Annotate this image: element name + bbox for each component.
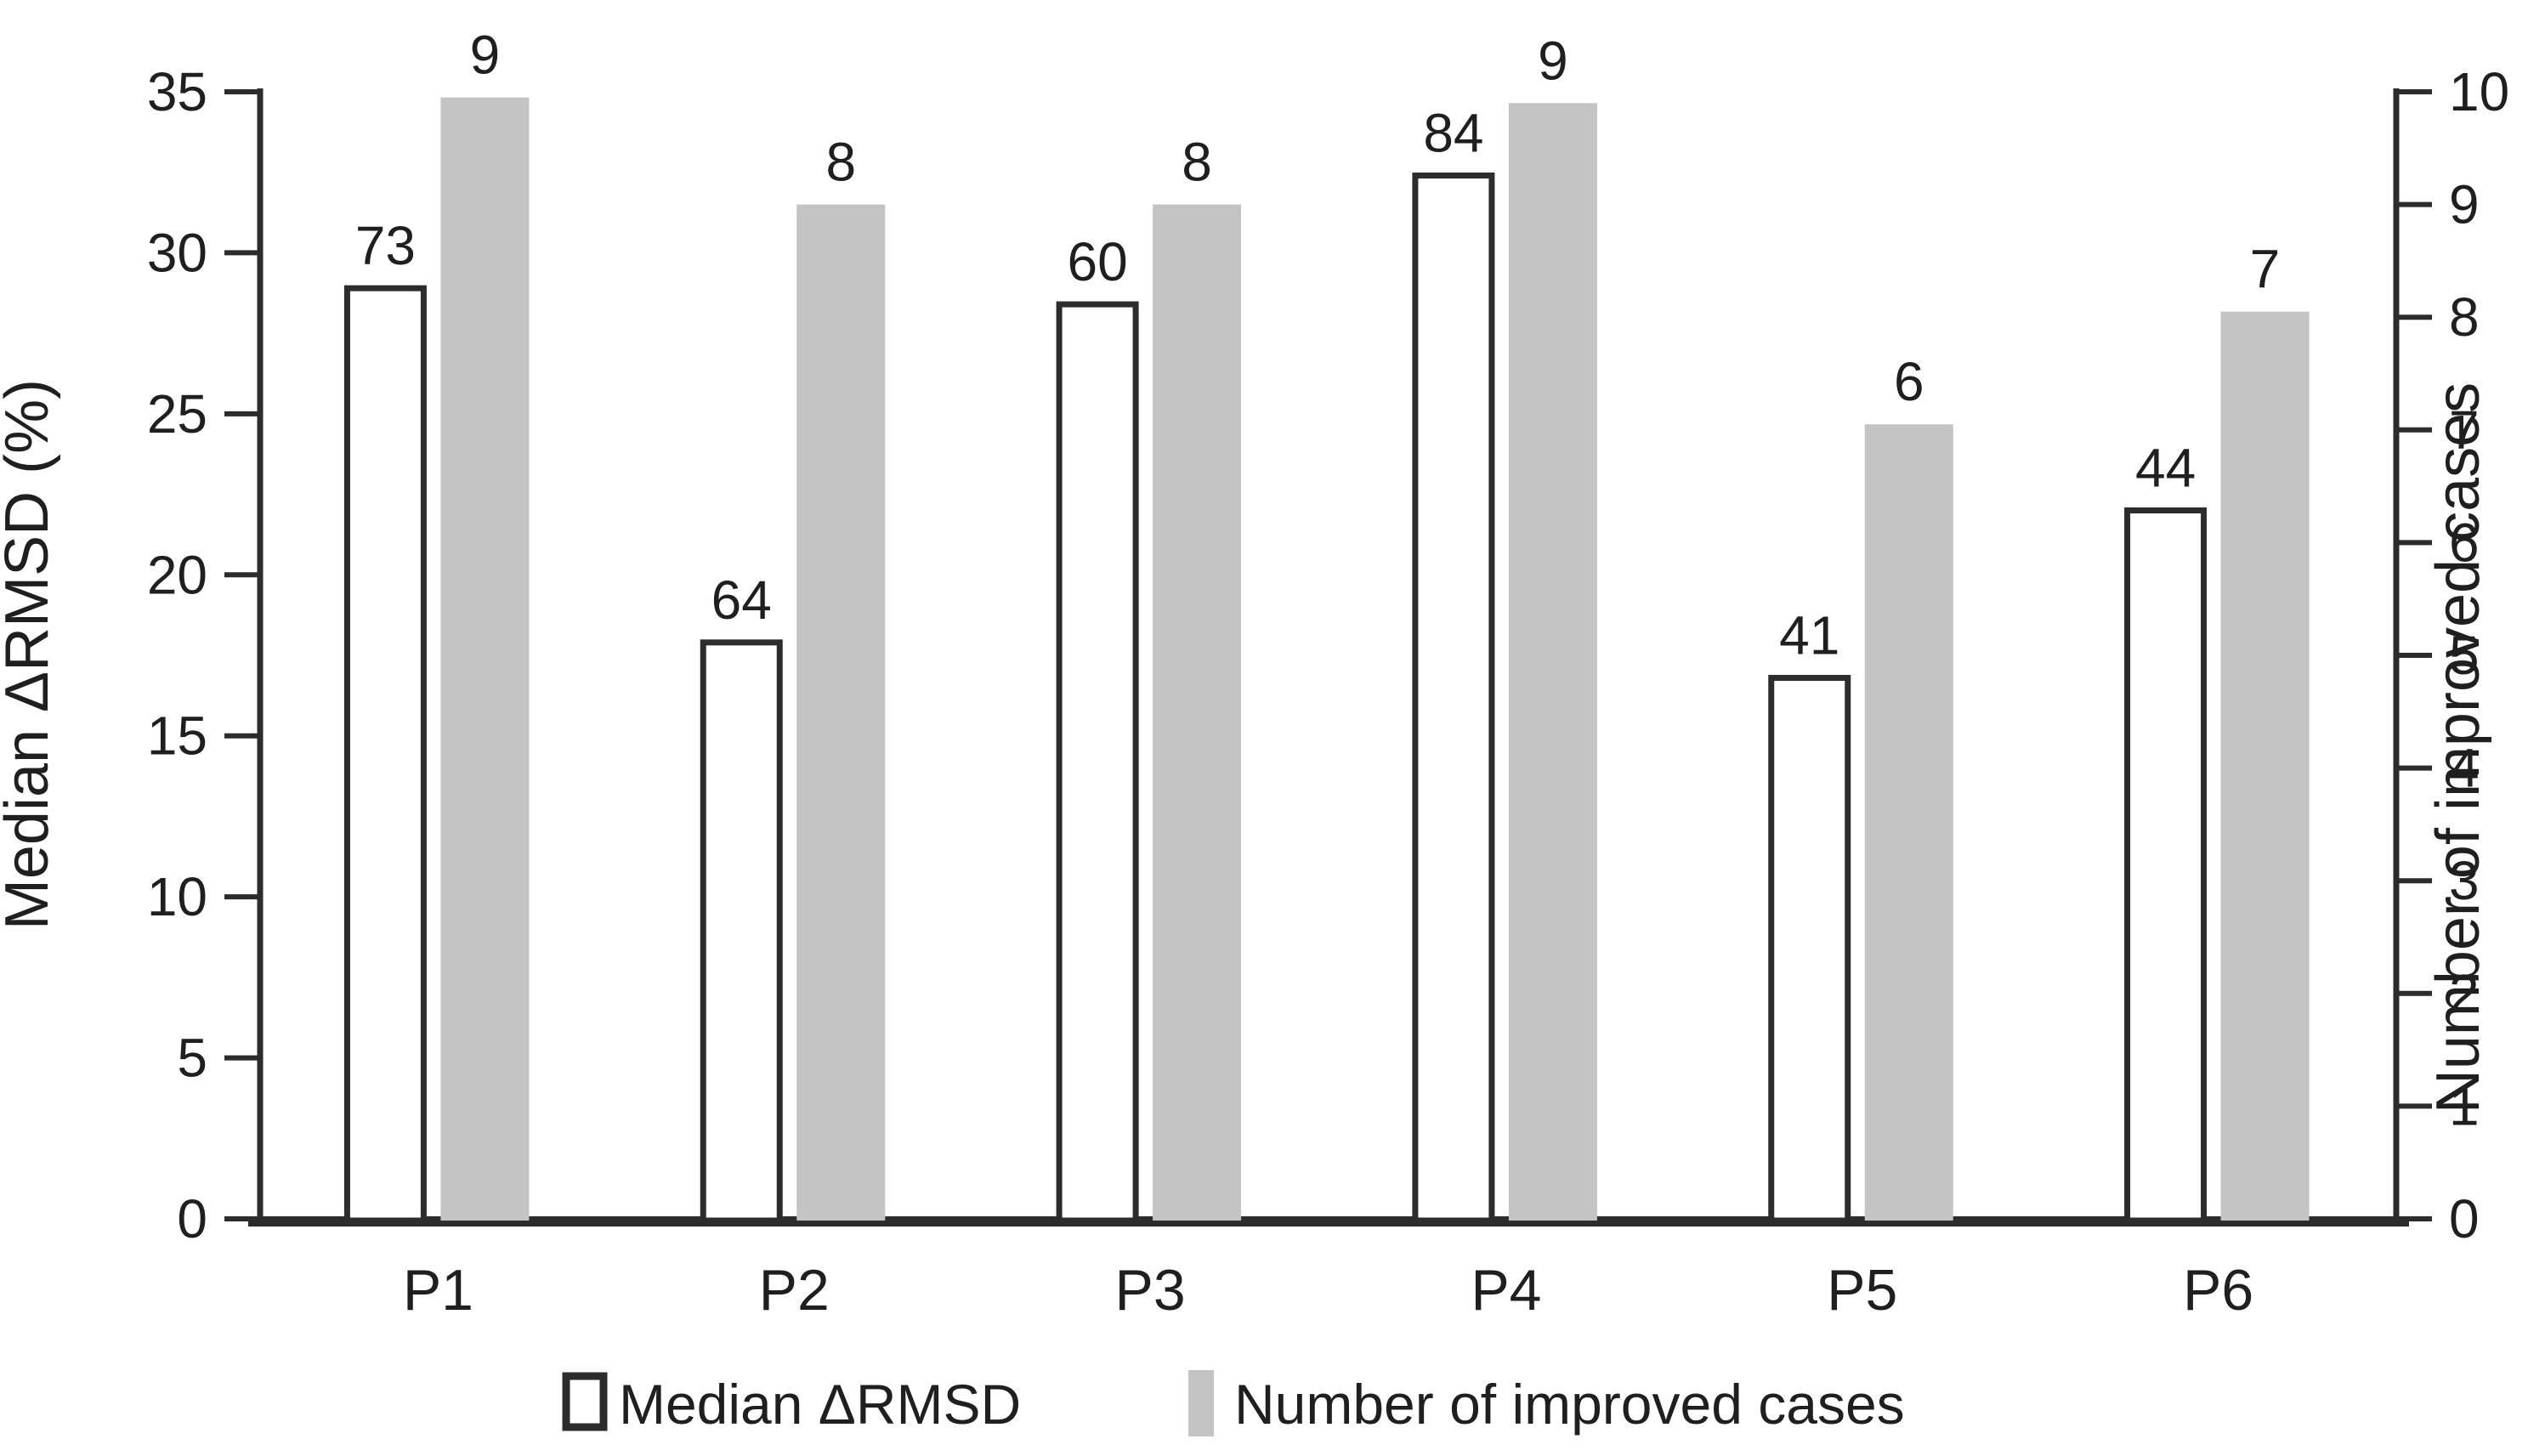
x-category-label-P4: P4: [1471, 1258, 1541, 1323]
bar-improved-cases-P3: [1153, 204, 1242, 1221]
left-tick-label: 0: [177, 1188, 207, 1249]
bar-label-median-rmsd-P4: 84: [1423, 103, 1483, 164]
bar-label-median-rmsd-P1: 73: [355, 215, 416, 276]
right-tick-label: 0: [2449, 1188, 2480, 1249]
x-category-label-P6: P6: [2183, 1258, 2253, 1323]
x-category-label-P2: P2: [759, 1258, 830, 1323]
bar-label-median-rmsd-P3: 60: [1067, 231, 1127, 292]
legend-marker-median-rmsd-icon: [562, 1372, 608, 1431]
bar-label-improved-cases-P5: 6: [1894, 351, 1924, 412]
bar-label-improved-cases-P2: 8: [825, 132, 856, 193]
x-category-label-P1: P1: [403, 1258, 473, 1323]
right-tick-label: 9: [2449, 174, 2480, 235]
x-category-label-P5: P5: [1827, 1258, 1897, 1323]
bar-improved-cases-P2: [796, 204, 886, 1221]
right-tick-label: 6: [2449, 512, 2480, 573]
right-tick-label: 3: [2449, 850, 2480, 911]
right-tick-label: 4: [2449, 738, 2480, 799]
bar-improved-cases-P1: [440, 97, 530, 1221]
bar-label-median-rmsd-P2: 64: [711, 569, 772, 631]
bar-label-improved-cases-P3: 8: [1182, 132, 1212, 193]
bar-median-rmsd-P5: [1768, 675, 1851, 1224]
right-tick-label: 10: [2449, 61, 2509, 122]
bar-median-rmsd-P1: [343, 285, 427, 1224]
bar-label-improved-cases-P4: 9: [1538, 30, 1568, 91]
bar-label-improved-cases-P6: 7: [2250, 239, 2281, 300]
right-ticks: 0 1 2 3 4 5 6 7 8 9 10: [2396, 61, 2509, 1249]
bar-median-rmsd-P3: [1056, 301, 1139, 1224]
bar-label-improved-cases-P1: 9: [470, 25, 501, 86]
left-axis-title: Median ΔRMSD (%): [0, 379, 61, 930]
bar-value-labels: 73 9 64 8 60 8 84 9 41 6 44 7: [355, 25, 2281, 666]
x-category-labels: P1 P2 P3 P4 P5 P6: [403, 1258, 2253, 1323]
left-tick-label: 35: [147, 61, 207, 122]
bar-median-rmsd-P4: [1412, 173, 1495, 1224]
left-tick-label: 25: [147, 383, 207, 445]
legend-label-improved-cases: Number of improved cases: [1234, 1373, 1905, 1436]
bar-median-rmsd-P2: [700, 639, 783, 1224]
x-category-label-P3: P3: [1114, 1258, 1185, 1323]
right-axis-title: Number of improved cases: [2424, 382, 2492, 1113]
legend-marker-improved-cases-icon: [1188, 1370, 1214, 1436]
legend: Median ΔRMSD Number of improved cases: [562, 1370, 1905, 1436]
left-tick-label: 15: [147, 705, 207, 767]
left-tick-label: 10: [147, 866, 207, 927]
bar-median-rmsd-P6: [2124, 507, 2208, 1224]
bars: [343, 97, 2310, 1224]
right-tick-label: 5: [2449, 625, 2480, 686]
left-tick-label: 5: [177, 1028, 207, 1089]
bar-improved-cases-P6: [2220, 311, 2310, 1221]
bar-improved-cases-P4: [1508, 103, 1597, 1221]
right-tick-label: 7: [2449, 399, 2480, 461]
bar-label-median-rmsd-P6: 44: [2135, 438, 2196, 499]
axes: [248, 88, 2409, 1227]
right-tick-label: 8: [2449, 286, 2480, 348]
legend-label-median-rmsd: Median ΔRMSD: [619, 1373, 1021, 1436]
right-tick-label: 1: [2449, 1075, 2480, 1136]
bar-label-median-rmsd-P5: 41: [1779, 605, 1839, 666]
left-ticks: 0 5 10 15 20 25 30 35: [147, 61, 260, 1249]
bar-improved-cases-P5: [1864, 424, 1953, 1221]
left-tick-label: 20: [147, 544, 207, 605]
right-tick-label: 2: [2449, 963, 2480, 1024]
left-tick-label: 30: [147, 222, 207, 283]
